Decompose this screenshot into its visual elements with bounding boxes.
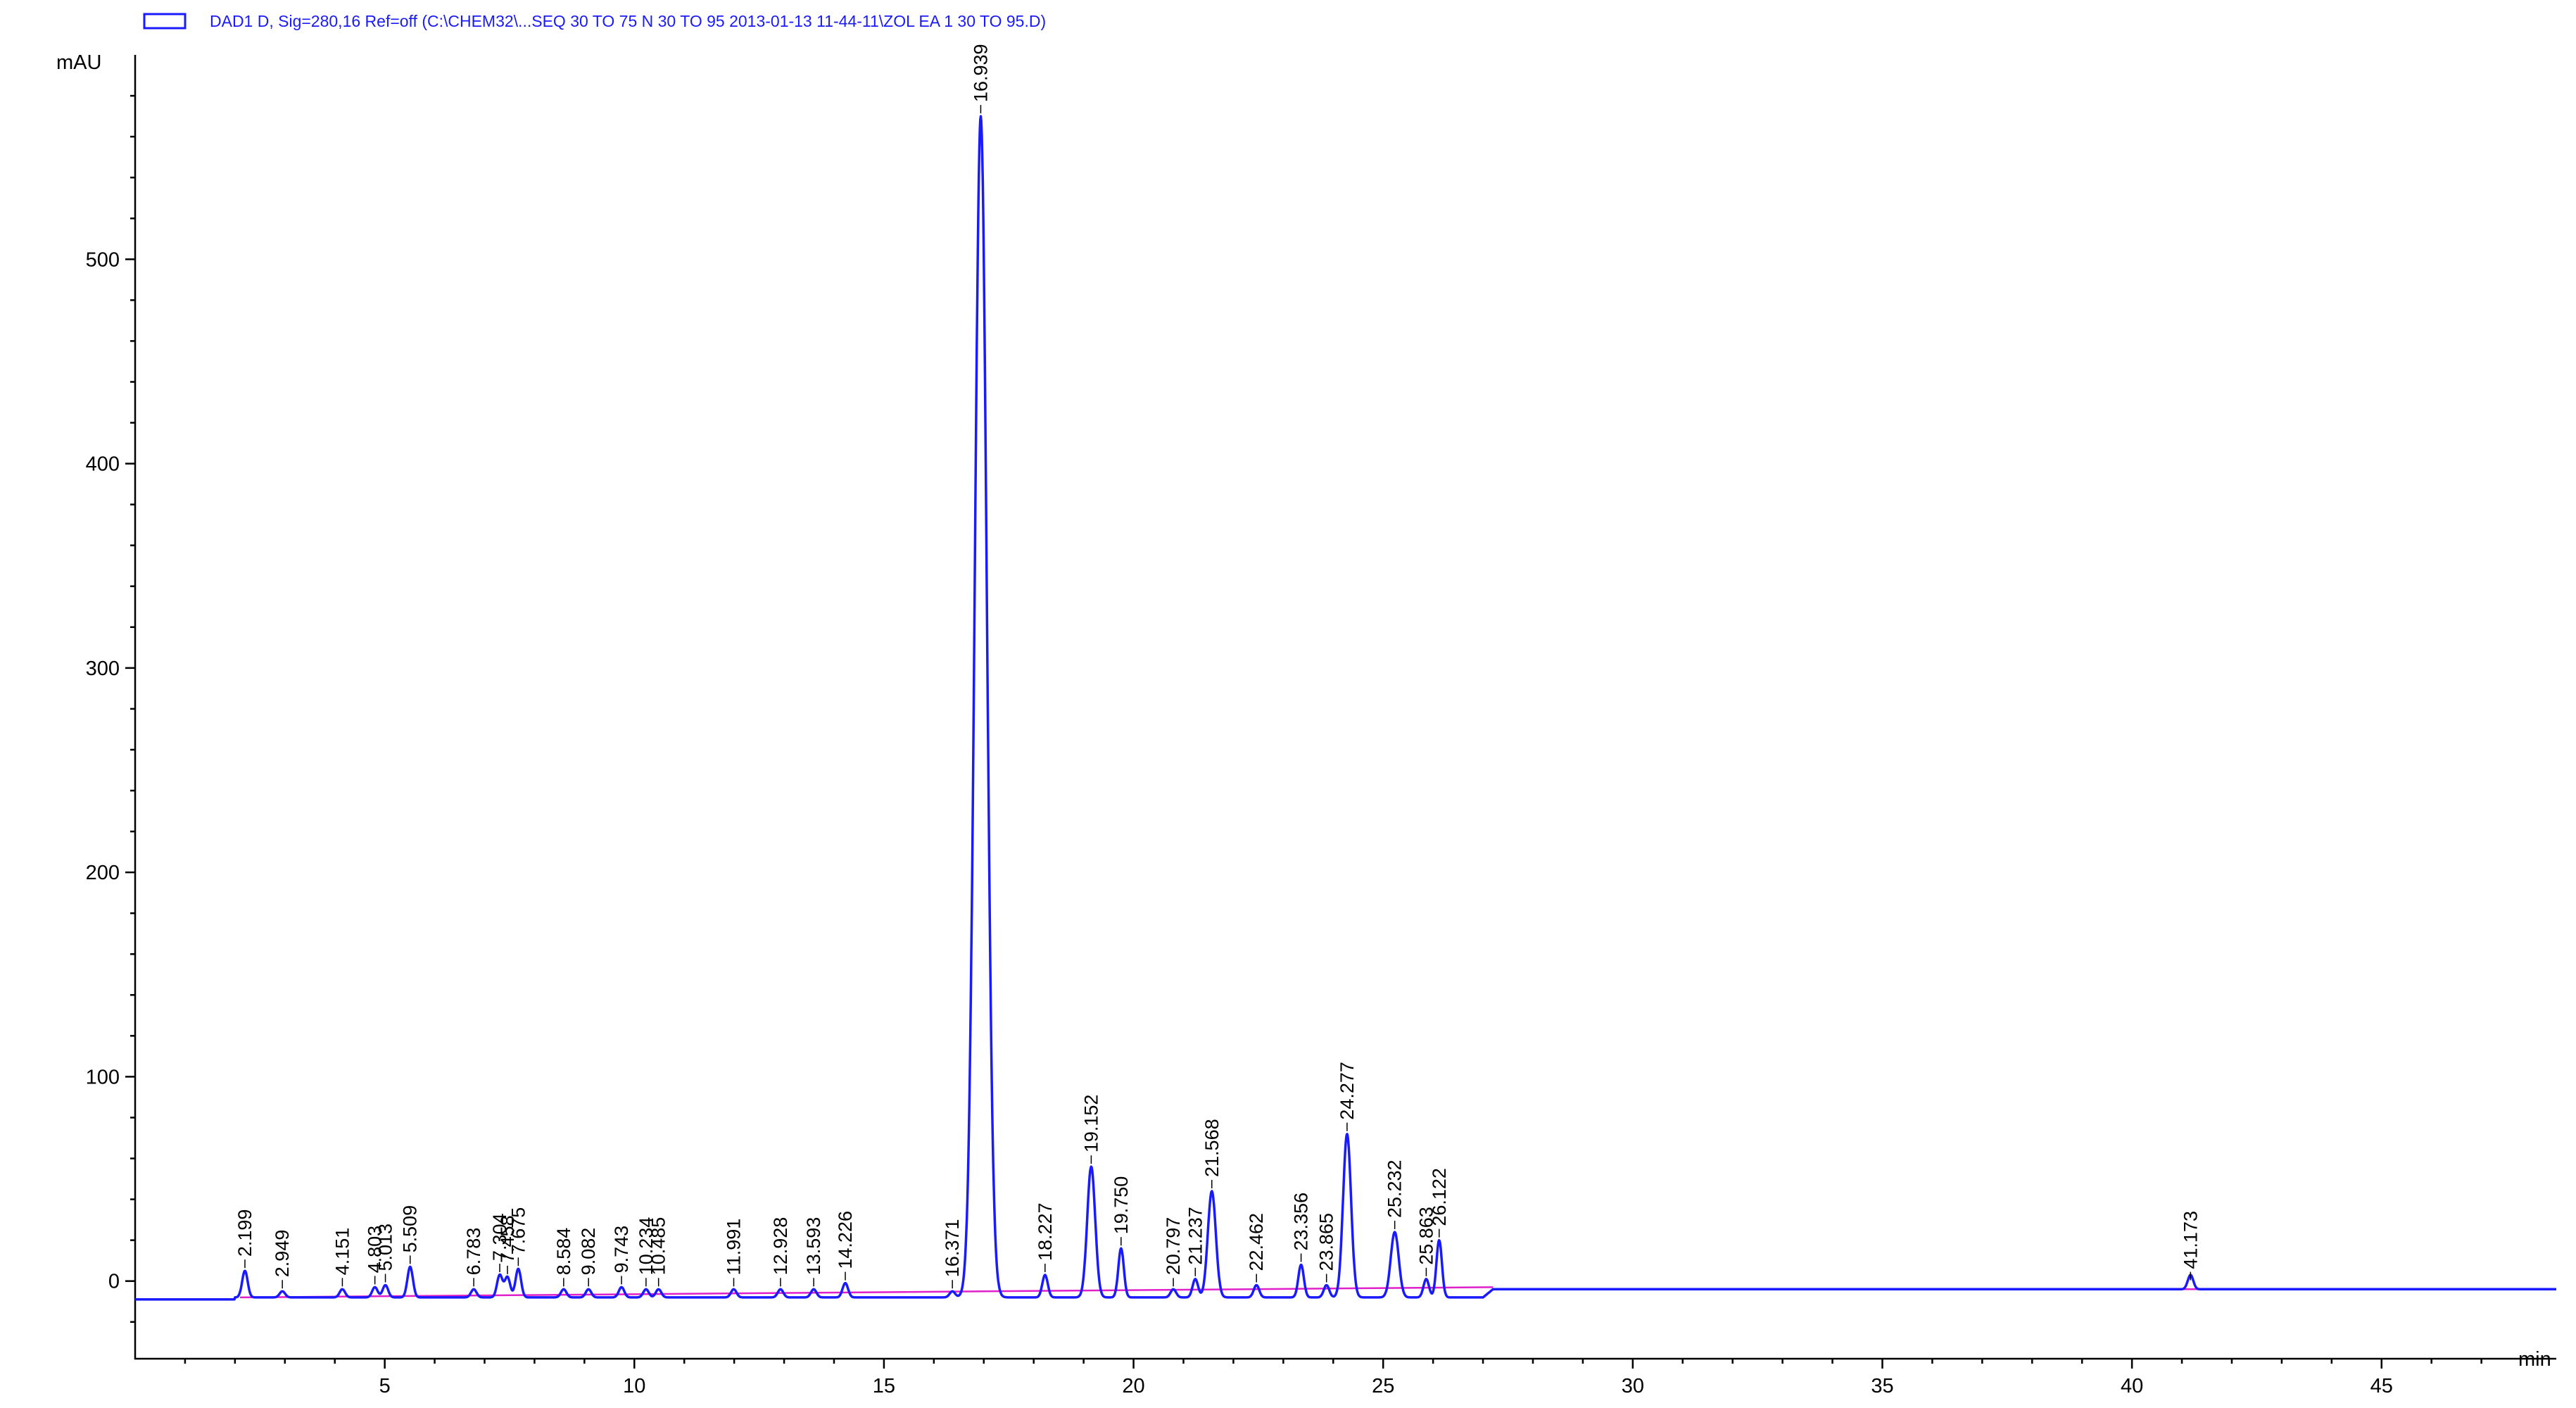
legend: DAD1 D, Sig=280,16 Ref=off (C:\CHEM32\..… — [143, 12, 1046, 30]
peak-label: 18.227 — [1035, 1202, 1056, 1261]
x-tick-label: 10 — [623, 1375, 645, 1397]
peak-label: 23.865 — [1316, 1213, 1337, 1271]
y-tick-label: 300 — [86, 658, 120, 680]
y-tick-label: 400 — [86, 453, 120, 476]
x-tick-label: 35 — [1871, 1375, 1893, 1397]
baseline-segment — [239, 1286, 1494, 1299]
signal-line — [134, 115, 2558, 1301]
y-tick-label: 200 — [86, 862, 120, 884]
peak-label: 5.013 — [375, 1224, 396, 1271]
peak-label: 16.939 — [970, 44, 991, 102]
peak-label: 7.458 — [497, 1215, 518, 1263]
peak-label: 20.797 — [1163, 1217, 1184, 1276]
y-tick-label: 0 — [108, 1271, 120, 1293]
x-tick-label: 20 — [1122, 1375, 1144, 1397]
peak-label: 13.593 — [803, 1217, 824, 1276]
axis-frame — [134, 55, 2556, 1360]
legend-swatch — [143, 13, 187, 30]
peak-label: 2.199 — [234, 1209, 255, 1257]
peak-label: 7.675 — [507, 1207, 529, 1255]
peak-label: 16.371 — [942, 1219, 963, 1278]
peak-label: 41.173 — [2180, 1211, 2201, 1269]
y-axis-unit-label: mAU — [56, 51, 101, 74]
peak-label: 21.568 — [1201, 1119, 1223, 1177]
peak-label: 24.277 — [1337, 1062, 1358, 1120]
peak-label: 22.462 — [1246, 1213, 1267, 1271]
peak-label: 25.863 — [1415, 1207, 1437, 1265]
peak-label: 9.743 — [611, 1226, 632, 1274]
peak-label: 19.152 — [1080, 1095, 1101, 1153]
peak-label: 11.991 — [723, 1219, 744, 1276]
x-tick-label: 45 — [2370, 1375, 2393, 1397]
y-tick-label: 100 — [86, 1066, 120, 1088]
peak-label: 4.803 — [365, 1226, 386, 1274]
y-tick-label: 500 — [86, 249, 120, 271]
peak-label: 23.356 — [1291, 1193, 1312, 1251]
peak-label: 7.304 — [489, 1213, 510, 1261]
x-tick-label: 30 — [1622, 1375, 1644, 1397]
legend-text: DAD1 D, Sig=280,16 Ref=off (C:\CHEM32\..… — [210, 12, 1046, 30]
signal-trace — [134, 115, 2558, 1301]
peak-label: 10.485 — [648, 1217, 669, 1276]
x-tick-label: 40 — [2121, 1375, 2143, 1397]
peak-label: 6.783 — [463, 1228, 484, 1276]
x-tick-label: 15 — [873, 1375, 895, 1397]
peak-label: 5.509 — [400, 1205, 421, 1253]
peak-label: 8.584 — [553, 1228, 574, 1276]
peak-label: 21.237 — [1185, 1207, 1206, 1265]
peak-label: 25.232 — [1384, 1159, 1406, 1218]
peak-label: 2.949 — [272, 1230, 293, 1278]
x-tick-label: 25 — [1372, 1375, 1394, 1397]
x-tick-label: 5 — [379, 1375, 391, 1397]
peak-label: 12.928 — [770, 1217, 791, 1276]
peak-label: 10.234 — [636, 1217, 657, 1276]
peak-label: 19.750 — [1111, 1176, 1132, 1235]
peak-label: 9.082 — [578, 1228, 599, 1276]
peak-label: 4.151 — [332, 1228, 353, 1276]
peak-label: 26.122 — [1429, 1168, 1450, 1226]
peak-label: 14.226 — [835, 1211, 856, 1269]
